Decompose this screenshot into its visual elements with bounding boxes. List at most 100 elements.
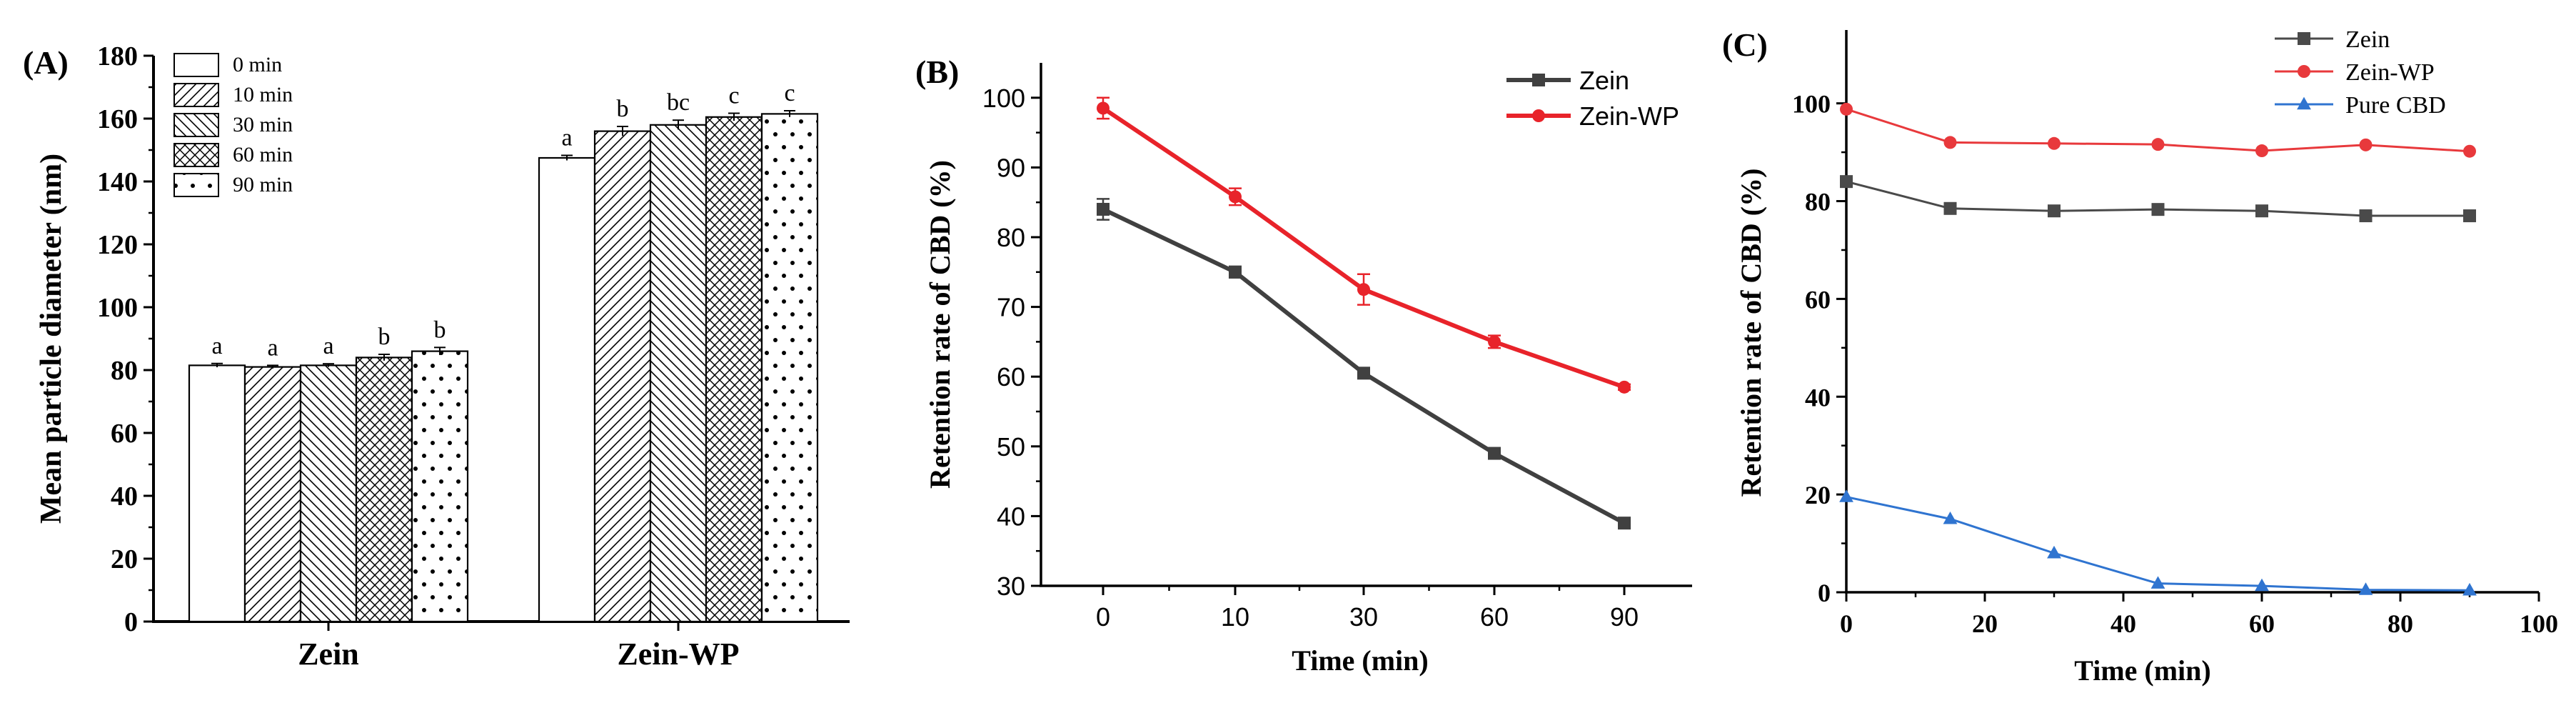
data-point: [2151, 203, 2165, 216]
bar: [705, 116, 763, 623]
y-tick-label: 30: [997, 572, 1025, 601]
legend-label: Zein-WP: [1579, 101, 1679, 131]
legend-swatch: [173, 143, 219, 167]
y-tick-label: 100: [97, 293, 138, 323]
legend-label: 90 min: [233, 173, 293, 196]
y-tick-label: 50: [997, 432, 1025, 462]
y-tick-label: 100: [1792, 90, 1831, 119]
y-tick-label: 0: [1818, 579, 1831, 607]
legend-marker: [1532, 74, 1545, 86]
data-point: [1840, 175, 1853, 189]
panel-b-line-chart: (B) 30 40 50 60 70 80 90 100 0 10 30 60 90 Time (min) R…: [915, 54, 1692, 677]
y-tick-label: 60: [997, 362, 1025, 392]
data-point: [2462, 582, 2477, 596]
x-axis-label: Time (min): [2074, 654, 2210, 687]
legend-label: Zein: [2345, 26, 2390, 53]
bar: [188, 364, 246, 623]
significance-letter: b: [617, 96, 629, 122]
data-point: [1618, 517, 1631, 530]
data-point: [2047, 545, 2061, 559]
y-tick-label: 40: [111, 482, 138, 512]
significance-letter: b: [378, 324, 391, 350]
x-tick-label: Zein: [298, 637, 359, 672]
data-point: [2359, 209, 2373, 223]
data-point: [1357, 283, 1370, 296]
y-tick-label: 160: [97, 104, 138, 134]
data-point: [1229, 265, 1242, 279]
series-line: [1102, 207, 1626, 525]
legend-swatch: [173, 53, 219, 77]
significance-letter: c: [784, 80, 795, 106]
bar: [299, 364, 358, 623]
data-point: [1943, 136, 1957, 149]
y-tick-label: 40: [1805, 383, 1831, 412]
significance-letter: a: [267, 334, 278, 361]
y-tick-label: 70: [997, 293, 1025, 322]
bar: [538, 156, 596, 623]
x-tick-label: 90: [1610, 602, 1639, 632]
legend-label: 30 min: [233, 113, 293, 136]
y-tick-label: 20: [111, 544, 138, 574]
significance-letter: a: [211, 333, 222, 359]
data-point: [1097, 202, 1110, 216]
y-tick-label: 80: [111, 356, 138, 386]
y-axis-label: Mean particle diameter (nm): [35, 154, 68, 524]
significance-letter: a: [323, 333, 333, 359]
x-tick-label: Zein-WP: [617, 637, 739, 672]
y-tick-label: 20: [1805, 481, 1831, 509]
legend-marker: [2297, 96, 2311, 110]
legend-label: Zein: [1579, 66, 1629, 95]
x-tick-label: 40: [2110, 609, 2136, 638]
legend-marker: [2298, 65, 2310, 78]
legend-label: 0 min: [233, 53, 282, 76]
x-tick-label: 10: [1221, 602, 1249, 632]
y-tick-label: 40: [997, 502, 1025, 531]
significance-letter: c: [728, 83, 739, 109]
bar: [243, 366, 302, 623]
legend-marker: [1532, 109, 1545, 122]
bar: [760, 113, 819, 623]
y-axis-label: Retention rate of CBD (%): [1735, 169, 1767, 497]
panel-a-bar-chart: (A) 0 20 40 60 80 100 120 140 160 180 Mean particle…: [23, 41, 850, 672]
data-point: [1488, 335, 1501, 349]
data-point: [2255, 578, 2269, 592]
data-point: [1839, 489, 1853, 502]
data-point: [1618, 380, 1631, 394]
panel-label: (B): [915, 54, 959, 90]
y-tick-label: 0: [124, 607, 138, 637]
x-tick-label: 0: [1096, 602, 1110, 632]
y-tick-label: 180: [97, 41, 138, 71]
bar: [593, 130, 652, 623]
data-point: [2255, 144, 2268, 158]
y-tick-label: 90: [997, 153, 1025, 182]
x-tick-label: 20: [1972, 609, 1998, 638]
bar: [411, 350, 469, 623]
y-axis-label: Retention rate of CBD (%): [924, 160, 956, 489]
legend-label: 10 min: [233, 83, 293, 106]
x-tick-label: 0: [1840, 609, 1853, 638]
data-point: [1943, 511, 1958, 524]
data-point: [2463, 209, 2476, 223]
data-point: [1229, 190, 1242, 204]
legend-swatch: [173, 113, 219, 137]
data-point: [2463, 144, 2476, 158]
x-tick-label: 80: [2388, 609, 2413, 638]
legend-label: Zein-WP: [2345, 59, 2435, 86]
data-point: [2358, 582, 2373, 595]
y-tick-label: 80: [1805, 188, 1831, 216]
data-point: [2255, 204, 2268, 218]
bar: [649, 124, 708, 623]
legend-label: Pure CBD: [2345, 92, 2446, 119]
legend-label: 60 min: [233, 143, 293, 166]
x-tick-label: 100: [2520, 609, 2558, 638]
legend-swatch: [173, 83, 219, 107]
y-tick-label: 60: [111, 419, 138, 449]
data-point: [2048, 204, 2061, 218]
x-tick-label: 30: [1349, 602, 1378, 632]
panel-label: (A): [23, 44, 69, 81]
data-point: [1097, 101, 1110, 115]
data-point: [1488, 447, 1501, 460]
x-axis-label: Time (min): [1292, 644, 1428, 677]
panel-c-line-chart: (C) 0 20 40 60 80 100 0 20 40 60 80 100 Time (min) Ret…: [1722, 26, 2558, 687]
